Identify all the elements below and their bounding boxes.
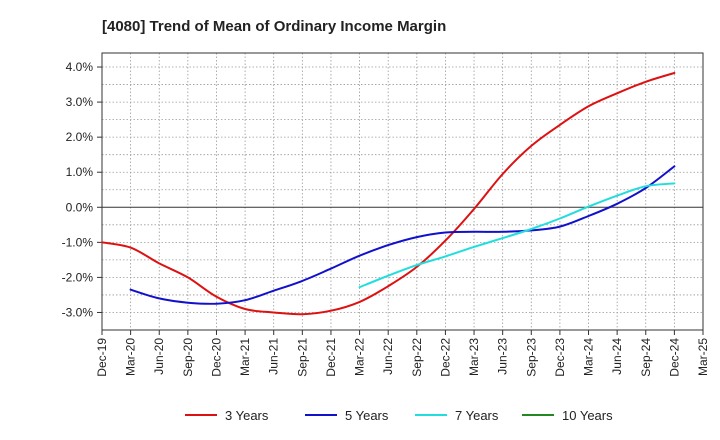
x-tick-label: Mar-21 (238, 338, 252, 376)
x-tick-label: Mar-24 (582, 338, 596, 376)
x-tick-label: Sep-21 (295, 338, 309, 377)
legend: 3 Years 5 Years 7 Years 10 Years (185, 408, 613, 423)
series-line-1 (101, 72, 676, 316)
x-tick-label: Jun-22 (381, 338, 395, 375)
y-tick-label: 2.0% (66, 130, 94, 144)
x-tick-label: Mar-22 (353, 338, 367, 376)
legend-label-4: 10 Years (562, 408, 613, 423)
x-tick-label: Mar-20 (124, 338, 138, 376)
x-tick-label: Jun-20 (152, 338, 166, 375)
x-tick-label: Dec-23 (553, 338, 567, 377)
y-tick-label: -2.0% (62, 270, 94, 284)
y-tick-label: 1.0% (66, 165, 94, 179)
plot-area (101, 52, 704, 331)
x-tick-label: Sep-23 (524, 338, 538, 377)
x-tick-label: Dec-19 (95, 338, 109, 377)
series-lines (101, 72, 676, 316)
x-tick-label: Dec-24 (667, 338, 681, 377)
x-axis-ticks: Dec-19 Mar-20 Jun-20 Sep-20 Dec-20 Mar-21 Jun-… (95, 330, 710, 377)
x-tick-label: Sep-24 (639, 338, 653, 377)
x-tick-label: Sep-20 (181, 338, 195, 377)
legend-label-1: 3 Years (225, 408, 269, 423)
y-tick-label: 4.0% (66, 60, 94, 74)
x-tick-label: Jun-23 (496, 338, 510, 375)
legend-label-2: 5 Years (345, 408, 389, 423)
y-axis-ticks: 4.0% 3.0% 2.0% 1.0% 0.0% -1.0% -2.0% -3.0% (62, 60, 102, 319)
x-tick-label: Dec-21 (324, 338, 338, 377)
x-tick-label: Dec-22 (438, 338, 452, 377)
x-tick-label: Mar-25 (696, 338, 710, 376)
grid (102, 53, 703, 331)
x-tick-label: Mar-23 (467, 338, 481, 376)
series-line-3 (358, 182, 676, 289)
y-tick-label: 0.0% (66, 200, 94, 214)
y-tick-label: -1.0% (62, 235, 94, 249)
x-tick-label: Jun-21 (267, 338, 281, 375)
x-tick-label: Dec-20 (209, 338, 223, 377)
y-tick-label: -3.0% (62, 305, 94, 319)
legend-label-3: 7 Years (455, 408, 499, 423)
chart-title: [4080] Trend of Mean of Ordinary Income … (102, 18, 446, 35)
series-line-2 (129, 165, 676, 305)
x-tick-label: Jun-24 (610, 338, 624, 375)
y-tick-label: 3.0% (66, 95, 94, 109)
x-tick-label: Sep-22 (410, 338, 424, 377)
